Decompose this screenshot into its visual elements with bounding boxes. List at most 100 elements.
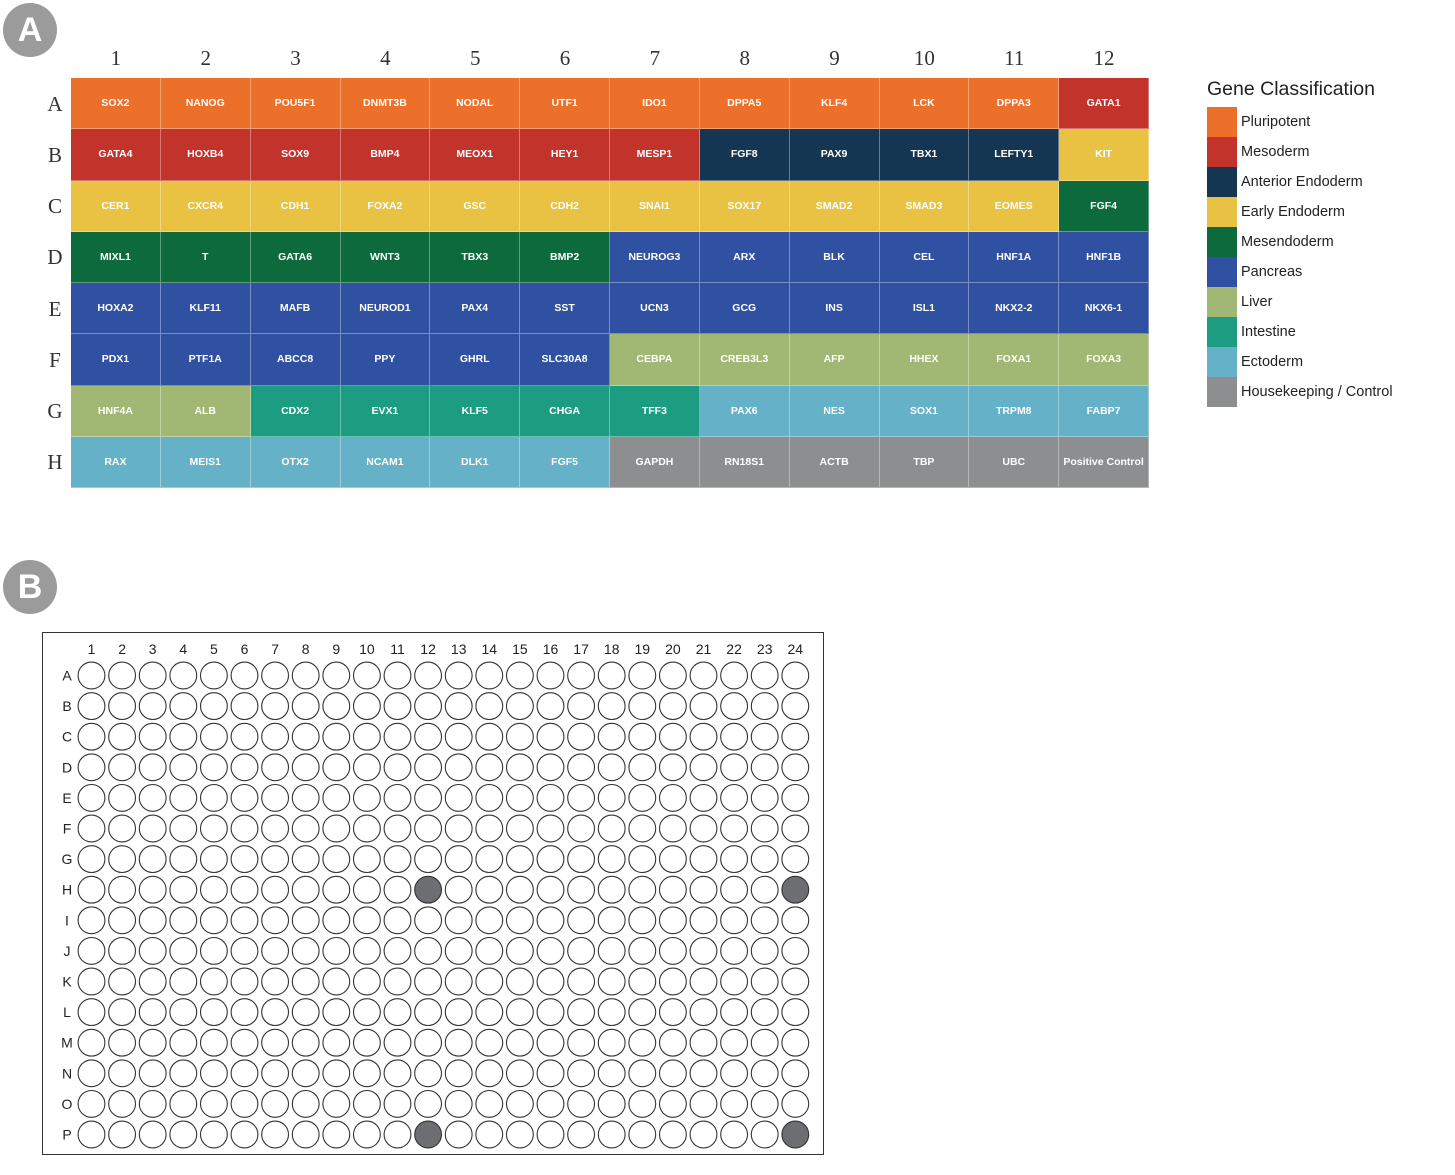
plate384-well: [169, 753, 198, 782]
plate384-well: [628, 1059, 657, 1088]
plate384-well: [720, 722, 749, 751]
plate384-col-header: 6: [241, 641, 249, 657]
plate384-well: [383, 906, 412, 935]
plate384-well: [352, 1059, 381, 1088]
plate384-well: [505, 998, 534, 1027]
plate384-well: [658, 906, 687, 935]
plate384-well: [689, 783, 718, 812]
plate384-well: [291, 967, 320, 996]
plate384-well: [230, 936, 259, 965]
plate384-well: [567, 1120, 596, 1149]
plate96-well: AFP: [789, 334, 880, 386]
legend-label: Housekeeping / Control: [1241, 384, 1393, 400]
plate384-well: [750, 967, 779, 996]
plate384-well: [444, 692, 473, 721]
plate96-well: OTX2: [250, 436, 341, 488]
plate384-well: [261, 783, 290, 812]
plate96-well: CDH1: [250, 180, 341, 232]
plate96-well: NCAM1: [340, 436, 431, 488]
plate384-well: [352, 1120, 381, 1149]
plate384-col-header: 20: [665, 641, 681, 657]
legend-label: Mesoderm: [1241, 144, 1310, 160]
plate384-well: [444, 783, 473, 812]
plate384-well: [505, 783, 534, 812]
plate96-row-header: B: [47, 142, 62, 167]
plate384-well: [658, 1120, 687, 1149]
plate384-well: [750, 1028, 779, 1057]
plate384-well: [720, 1089, 749, 1118]
plate384-col-header: 1: [88, 641, 96, 657]
plate384-well: [720, 692, 749, 721]
plate384-well: [352, 936, 381, 965]
plate96-well: TRPM8: [969, 385, 1060, 437]
plate96-well: MAFB: [250, 283, 341, 335]
plate384-well: [597, 661, 626, 690]
plate96-well: ABCC8: [250, 334, 341, 386]
plate96-well: TBX1: [879, 129, 970, 181]
plate96-well: NODAL: [430, 78, 521, 130]
plate384-well: [628, 875, 657, 904]
plate96-well: HNF1A: [969, 231, 1060, 283]
plate384-col-header: 3: [149, 641, 157, 657]
plate384-well: [352, 814, 381, 843]
plate384-well: [138, 906, 167, 935]
plate384-well: [383, 1089, 412, 1118]
plate384-well: [505, 875, 534, 904]
plate384-well: [108, 875, 137, 904]
plate384-well: [567, 722, 596, 751]
legend-item: Mesendoderm: [1207, 227, 1393, 257]
plate384-well: [261, 1028, 290, 1057]
plate384-well: [230, 906, 259, 935]
plate384-well: [628, 998, 657, 1027]
plate384-well: [567, 967, 596, 996]
plate384-well: [230, 661, 259, 690]
plate384-well: [230, 1059, 259, 1088]
plate384-well: [597, 692, 626, 721]
plate96-well: HOXB4: [160, 129, 251, 181]
plate384-well: [108, 967, 137, 996]
plate384-well: [505, 814, 534, 843]
plate384-well: [383, 998, 412, 1027]
plate384-well: [322, 814, 351, 843]
plate384-well: [138, 783, 167, 812]
plate96-well: HOXA2: [71, 283, 161, 335]
legend-swatch: [1207, 137, 1237, 167]
plate384-well: [536, 906, 565, 935]
plate384-well: [750, 1120, 779, 1149]
plate384-well: [108, 692, 137, 721]
plate384-well: [720, 661, 749, 690]
plate384-well: [322, 875, 351, 904]
plate384-well: [628, 906, 657, 935]
legend-item: Pancreas: [1207, 257, 1393, 287]
legend-swatch: [1207, 227, 1237, 257]
plate96-well: LEFTY1: [969, 129, 1060, 181]
plate384-well: [169, 1028, 198, 1057]
plate384-well: [444, 1089, 473, 1118]
plate384-well: [475, 906, 504, 935]
plate384-well: [444, 722, 473, 751]
plate384-well: [597, 1089, 626, 1118]
plate384-well: [689, 1028, 718, 1057]
plate384-well: [597, 845, 626, 874]
plate96-well: DLK1: [430, 436, 521, 488]
plate96-col-header: 6: [559, 46, 571, 70]
plate96-well: POU5F1: [250, 78, 341, 130]
plate384-well: [475, 814, 504, 843]
plate384-well: [750, 875, 779, 904]
plate384-well: [475, 998, 504, 1027]
plate96-well: RAX: [71, 436, 161, 488]
plate384-well: [597, 814, 626, 843]
plate384-well: [291, 1120, 320, 1149]
plate384-well: [108, 814, 137, 843]
plate384-well: [169, 936, 198, 965]
plate384-well: [628, 845, 657, 874]
plate384-well: [444, 936, 473, 965]
plate384-well: [169, 967, 198, 996]
plate384-well: [169, 875, 198, 904]
plate384-well: [689, 692, 718, 721]
plate96-well: ARX: [699, 231, 790, 283]
plate384-col-header: 5: [210, 641, 218, 657]
plate96-well: SLC30A8: [520, 334, 610, 386]
plate384-well: [322, 1089, 351, 1118]
plate96-well: FABP7: [1059, 385, 1149, 437]
